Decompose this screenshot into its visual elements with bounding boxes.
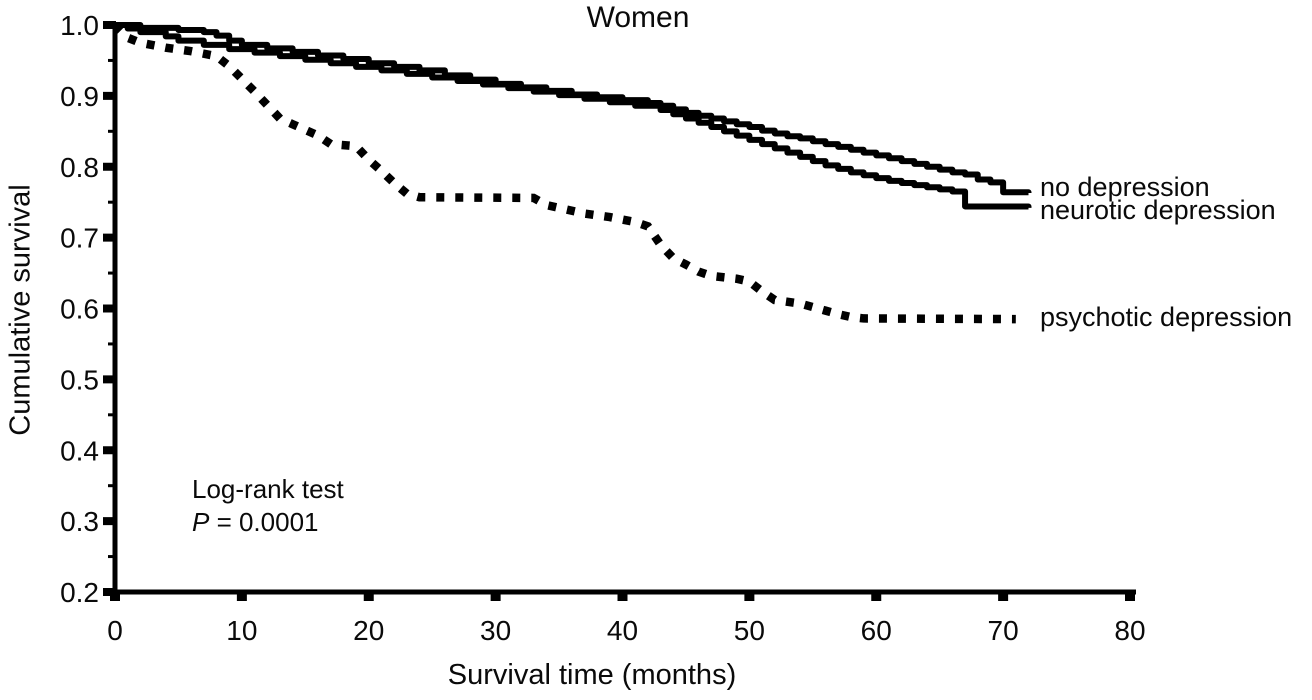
x-tick-label: 0 bbox=[107, 615, 123, 646]
y-minor-tick bbox=[108, 342, 116, 346]
x-axis-label: Survival time (months) bbox=[447, 659, 737, 691]
logrank-annotation: Log-rank test P = 0.0001 bbox=[192, 473, 344, 539]
series-label-no-depression: no depression bbox=[1040, 172, 1210, 202]
p-value-label: P = 0.0001 bbox=[192, 506, 344, 539]
y-tick-label: 0.4 bbox=[60, 435, 99, 466]
y-tick-label: 0.7 bbox=[60, 223, 99, 254]
x-tick-label: 40 bbox=[607, 615, 638, 646]
chart-title: Women bbox=[586, 1, 690, 34]
y-axis-label: Cumulative survival bbox=[4, 184, 37, 436]
x-tick-label: 10 bbox=[226, 615, 257, 646]
x-tick-label: 20 bbox=[353, 615, 384, 646]
series-label-neurotic-depression: neurotic depression bbox=[1040, 195, 1276, 225]
x-major-tick bbox=[1125, 590, 1135, 601]
x-major-tick bbox=[110, 590, 120, 601]
y-major-tick bbox=[103, 588, 116, 596]
y-tick-label: 0.8 bbox=[60, 152, 99, 183]
y-major-tick bbox=[103, 21, 116, 29]
y-major-tick bbox=[103, 375, 116, 384]
y-major-tick bbox=[103, 517, 116, 526]
p-value-text: = 0.0001 bbox=[209, 507, 319, 537]
x-tick-label: 50 bbox=[734, 615, 765, 646]
p-symbol: P bbox=[192, 507, 210, 537]
y-major-tick bbox=[103, 162, 116, 171]
y-minor-tick bbox=[108, 58, 116, 62]
y-tick-label: 0.6 bbox=[60, 294, 99, 325]
x-major-tick bbox=[617, 590, 628, 601]
x-major-tick bbox=[871, 590, 882, 601]
y-major-tick bbox=[103, 233, 116, 242]
curve-neurotic-depression bbox=[115, 22, 1032, 210]
y-major-tick bbox=[103, 304, 116, 313]
x-tick-label: 60 bbox=[861, 615, 892, 646]
y-minor-tick bbox=[108, 555, 116, 559]
curve-psychotic-depression bbox=[111, 22, 1016, 324]
y-major-tick bbox=[103, 446, 116, 455]
y-minor-tick bbox=[108, 129, 116, 133]
x-tick-label: 70 bbox=[988, 615, 1019, 646]
x-major-tick bbox=[490, 590, 501, 601]
y-tick-label: 0.3 bbox=[60, 506, 99, 537]
logrank-test-label: Log-rank test bbox=[192, 474, 344, 504]
x-tick-label: 30 bbox=[480, 615, 511, 646]
y-minor-tick bbox=[108, 413, 116, 417]
x-major-tick bbox=[363, 590, 374, 601]
x-major-tick bbox=[998, 590, 1009, 601]
x-tick-label: 80 bbox=[1114, 615, 1145, 646]
y-tick-label: 0.5 bbox=[60, 364, 99, 395]
y-major-tick bbox=[103, 91, 116, 100]
y-tick-label: 0.9 bbox=[60, 81, 99, 112]
y-minor-tick bbox=[108, 271, 116, 275]
curve-no-depression bbox=[115, 22, 1032, 196]
x-major-tick bbox=[744, 590, 755, 601]
y-minor-tick bbox=[108, 200, 116, 204]
y-minor-tick bbox=[108, 484, 116, 488]
y-tick-label: 0.2 bbox=[60, 577, 99, 608]
y-tick-label: 1.0 bbox=[60, 10, 99, 41]
x-major-tick bbox=[236, 590, 247, 601]
series-label-psychotic-depression: psychotic depression bbox=[1040, 302, 1293, 332]
